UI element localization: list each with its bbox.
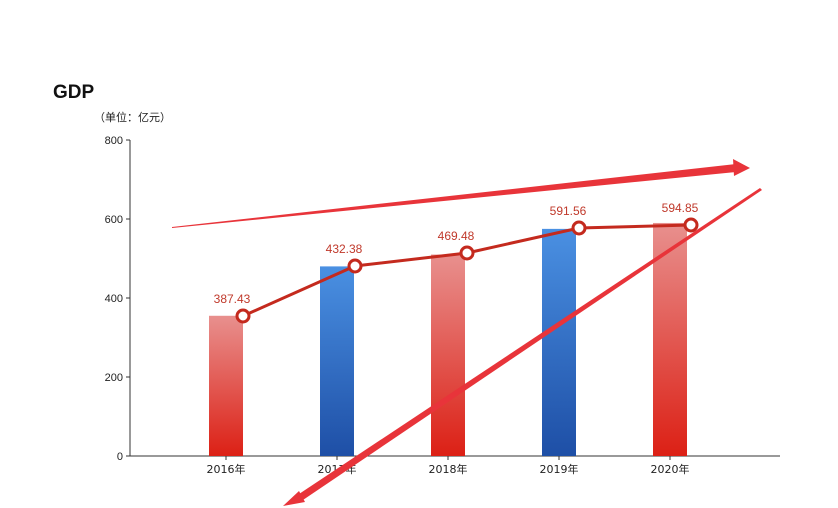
data-label-0: 387.43 [214,292,251,306]
line-point-2 [459,245,475,261]
trend-arrow-down-head [283,491,305,506]
y-tick-label: 600 [105,214,123,226]
data-label-3: 591.56 [550,204,587,218]
bar-2 [431,254,465,456]
bar-0 [209,315,243,456]
unit-label: （单位：亿元） [94,111,171,124]
bar-1 [320,266,354,456]
bar-3 [542,228,576,456]
line-point-3 [571,220,587,236]
line-point-0 [235,308,251,324]
y-tick-label: 400 [105,293,123,305]
x-tick-label: 2019年 [540,462,579,476]
trend-arrow-up-head [733,159,750,176]
chart-title: GDP [53,82,95,103]
x-tick-label: 2018年 [429,462,468,476]
x-tick-label: 2016年 [207,462,246,476]
line-point-1 [347,258,363,274]
bar-4 [653,222,687,456]
trend-arrow-down-shaft [296,188,762,502]
data-label-4: 594.85 [662,201,699,215]
y-tick-label: 0 [117,451,123,463]
y-tick-label: 200 [105,372,123,384]
y-tick-label: 800 [105,135,123,147]
line-point-4 [683,217,699,233]
trend-arrow-up-shaft [172,164,736,228]
data-label-1: 432.38 [326,242,363,256]
data-label-2: 469.48 [438,229,475,243]
x-tick-label: 2020年 [651,462,690,476]
